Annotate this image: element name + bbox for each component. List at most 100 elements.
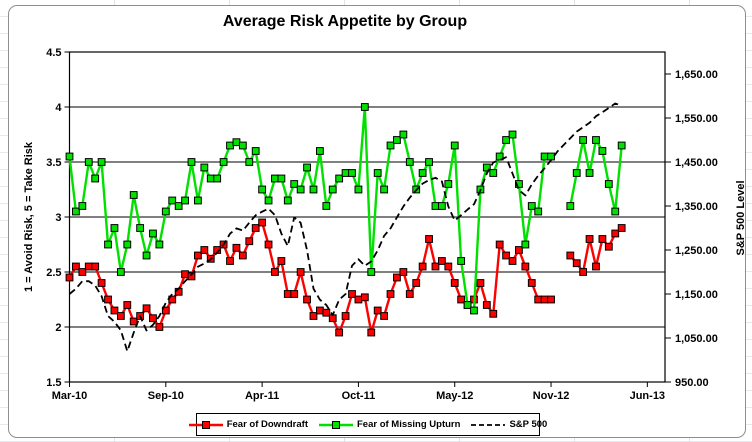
marker-fear-of-downdraft (341, 312, 350, 320)
marker-fear-of-missing-upturn (617, 141, 626, 150)
marker-fear-of-downdraft (65, 273, 74, 282)
marker-fear-of-missing-upturn (65, 152, 74, 161)
marker-fear-of-missing-upturn (457, 257, 466, 265)
legend[interactable]: Fear of Downdraft Fear of Missing Upturn S… (188, 413, 547, 436)
x-tick-label: Mar-10 (52, 390, 87, 402)
chart-title[interactable]: Average Risk Appetite by Group (222, 13, 468, 30)
marker-fear-of-missing-upturn (444, 180, 453, 188)
marker-fear-of-missing-upturn (354, 185, 363, 194)
marker-fear-of-missing-upturn (110, 224, 119, 232)
y-left-tick-label: 3 (55, 212, 61, 224)
marker-fear-of-downdraft (72, 262, 80, 271)
legend-item[interactable]: Fear of Downdraft (188, 419, 308, 430)
marker-fear-of-missing-upturn (405, 158, 414, 166)
legend-item[interactable]: S&P 500 (471, 419, 547, 430)
marker-fear-of-downdraft (399, 268, 408, 276)
marker-fear-of-missing-upturn (437, 202, 446, 210)
marker-fear-of-missing-upturn (136, 224, 145, 232)
marker-fear-of-missing-upturn (540, 152, 549, 161)
marker-fear-of-missing-upturn (604, 180, 613, 188)
marker-fear-of-downdraft (116, 312, 125, 320)
y-left-tick-label: 2 (55, 322, 61, 334)
marker-fear-of-missing-upturn (155, 240, 164, 249)
marker-fear-of-missing-upturn (425, 158, 433, 166)
marker-fear-of-downdraft (611, 229, 620, 238)
marker-fear-of-downdraft (129, 317, 138, 326)
marker-fear-of-downdraft (373, 306, 382, 315)
marker-fear-of-missing-upturn (219, 158, 228, 166)
marker-fear-of-missing-upturn (360, 103, 369, 111)
marker-fear-of-downdraft (354, 295, 363, 304)
x-tick-label: Oct-11 (342, 390, 376, 402)
y-right-tick-label: 1,050.00 (675, 333, 718, 345)
marker-fear-of-downdraft (386, 290, 395, 298)
marker-fear-of-downdraft (495, 240, 504, 249)
marker-fear-of-downdraft (161, 306, 170, 315)
marker-fear-of-downdraft (271, 268, 279, 276)
marker-fear-of-downdraft (322, 308, 331, 317)
marker-fear-of-missing-upturn (495, 152, 504, 161)
marker-fear-of-downdraft (418, 262, 427, 271)
x-tick-label: Sep-10 (148, 390, 184, 402)
marker-fear-of-missing-upturn (238, 141, 247, 150)
marker-fear-of-downdraft (534, 295, 543, 304)
marker-fear-of-missing-upturn (91, 174, 100, 183)
marker-fear-of-missing-upturn (116, 268, 125, 276)
marker-fear-of-downdraft (78, 268, 87, 276)
marker-fear-of-downdraft (521, 262, 530, 271)
marker-fear-of-missing-upturn (373, 169, 382, 177)
marker-fear-of-downdraft (315, 306, 324, 315)
marker-fear-of-missing-upturn (309, 185, 318, 194)
marker-fear-of-missing-upturn (174, 202, 183, 210)
legend-label: S&P 500 (509, 419, 548, 430)
marker-fear-of-downdraft (412, 279, 421, 287)
x-tick-label: Nov-12 (533, 390, 570, 402)
marker-fear-of-missing-upturn (84, 158, 93, 166)
marker-fear-of-downdraft (592, 262, 600, 271)
marker-fear-of-missing-upturn (149, 229, 157, 238)
marker-fear-of-downdraft (502, 251, 510, 260)
marker-fear-of-missing-upturn (283, 196, 292, 205)
y-left-tick-label: 2.5 (46, 267, 61, 279)
y-left-tick-label: 3.5 (46, 157, 61, 169)
marker-fear-of-missing-upturn (206, 174, 215, 183)
marker-fear-of-missing-upturn (315, 147, 324, 155)
marker-fear-of-missing-upturn (104, 240, 112, 249)
marker-fear-of-missing-upturn (123, 240, 132, 249)
marker-fear-of-downdraft (540, 295, 549, 304)
marker-fear-of-downdraft (360, 293, 369, 302)
marker-fear-of-downdraft (547, 295, 555, 304)
marker-fear-of-downdraft (393, 273, 401, 282)
marker-fear-of-downdraft (181, 270, 189, 279)
marker-fear-of-downdraft (187, 272, 196, 281)
marker-fear-of-missing-upturn (380, 185, 389, 194)
marker-fear-of-downdraft (251, 224, 260, 232)
marker-fear-of-downdraft (258, 218, 267, 227)
marker-fear-of-downdraft (84, 262, 93, 271)
marker-fear-of-downdraft (566, 251, 575, 260)
marker-fear-of-downdraft (232, 243, 241, 252)
marker-fear-of-missing-upturn (450, 141, 459, 150)
marker-fear-of-missing-upturn (527, 202, 536, 210)
marker-fear-of-missing-upturn (251, 147, 260, 155)
marker-fear-of-downdraft (110, 306, 119, 315)
marker-fear-of-missing-upturn (502, 136, 510, 144)
legend-item[interactable]: Fear of Missing Upturn (318, 419, 461, 430)
marker-fear-of-missing-upturn (508, 130, 517, 139)
y-right-tick-label: 1,250.00 (675, 245, 718, 257)
marker-fear-of-downdraft (303, 295, 311, 304)
marker-fear-of-downdraft (604, 242, 613, 251)
marker-fear-of-downdraft (283, 290, 292, 298)
y-right-tick-label: 1,550.00 (675, 113, 718, 125)
marker-fear-of-downdraft (367, 328, 376, 337)
legend-label: Fear of Missing Upturn (356, 419, 461, 430)
marker-fear-of-downdraft (226, 257, 234, 265)
legend-label: Fear of Downdraft (226, 419, 308, 430)
marker-fear-of-downdraft (489, 309, 498, 318)
marker-fear-of-missing-upturn (303, 163, 311, 172)
marker-fear-of-downdraft (277, 257, 286, 265)
marker-fear-of-downdraft (380, 312, 389, 320)
marker-fear-of-downdraft (155, 323, 164, 331)
